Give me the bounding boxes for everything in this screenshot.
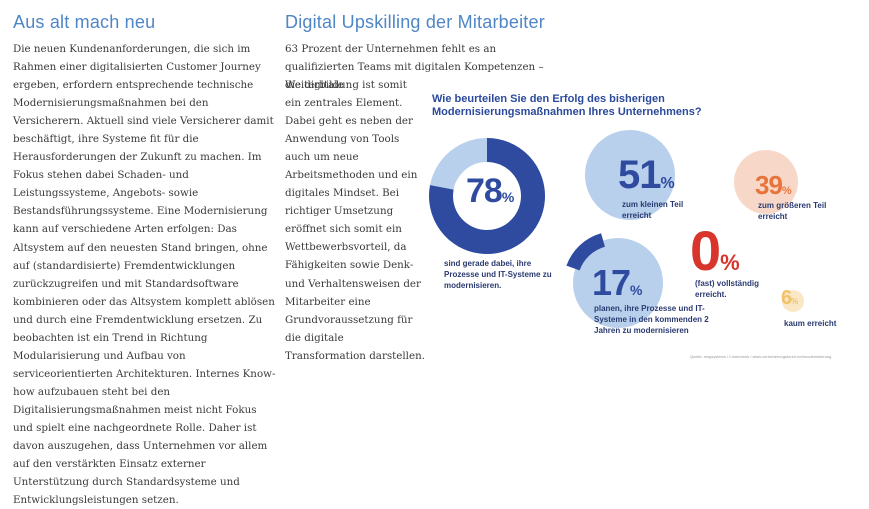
stat-51-value: 51%: [618, 153, 675, 197]
stat-78-label: sind gerade dabei, ihre Prozesse und IT-…: [444, 259, 552, 290]
stat-6-label: kaum erreicht: [784, 319, 837, 328]
bubble-6: [782, 290, 804, 312]
stat-6-value: 6%: [781, 287, 798, 309]
right-body-text: Weiterbildung ist somit ein zentrales El…: [285, 79, 425, 362]
right-intro-text: 63 Prozent der Unternehmen fehlt es an q…: [285, 43, 544, 92]
stat-0-value: 0%: [690, 219, 740, 282]
stat-17-value: 17%: [592, 262, 643, 303]
stat-17-label: planen, ihre Prozesse und IT-Systeme in …: [594, 304, 709, 335]
donut-78-arc: [429, 138, 545, 254]
stat-78-value: 78%: [466, 172, 514, 210]
stat-39-value: 39%: [755, 170, 792, 200]
left-heading: Aus alt mach neu: [13, 12, 156, 32]
stat-51-label: zum kleinen Teil erreicht: [622, 200, 684, 220]
left-body-text: Die neuen Kundenanforderungen, die sich …: [13, 43, 276, 507]
stat-39-label: zum größeren Teil erreicht: [758, 201, 827, 221]
right-heading: Digital Upskilling der Mitarbeiter: [285, 12, 545, 32]
source-note: Quelle: msgsystems / Lünendonk / www.ver…: [690, 354, 832, 359]
wedge-17: [566, 233, 606, 271]
stat-0-label: (fast) vollständig erreicht.: [695, 279, 760, 299]
infographic-question: Wie beurteilen Sie den Erfolg des bisher…: [432, 93, 702, 118]
bubble-51: [585, 130, 675, 220]
bubble-39: [734, 150, 798, 214]
donut-78-chart: [429, 138, 545, 254]
